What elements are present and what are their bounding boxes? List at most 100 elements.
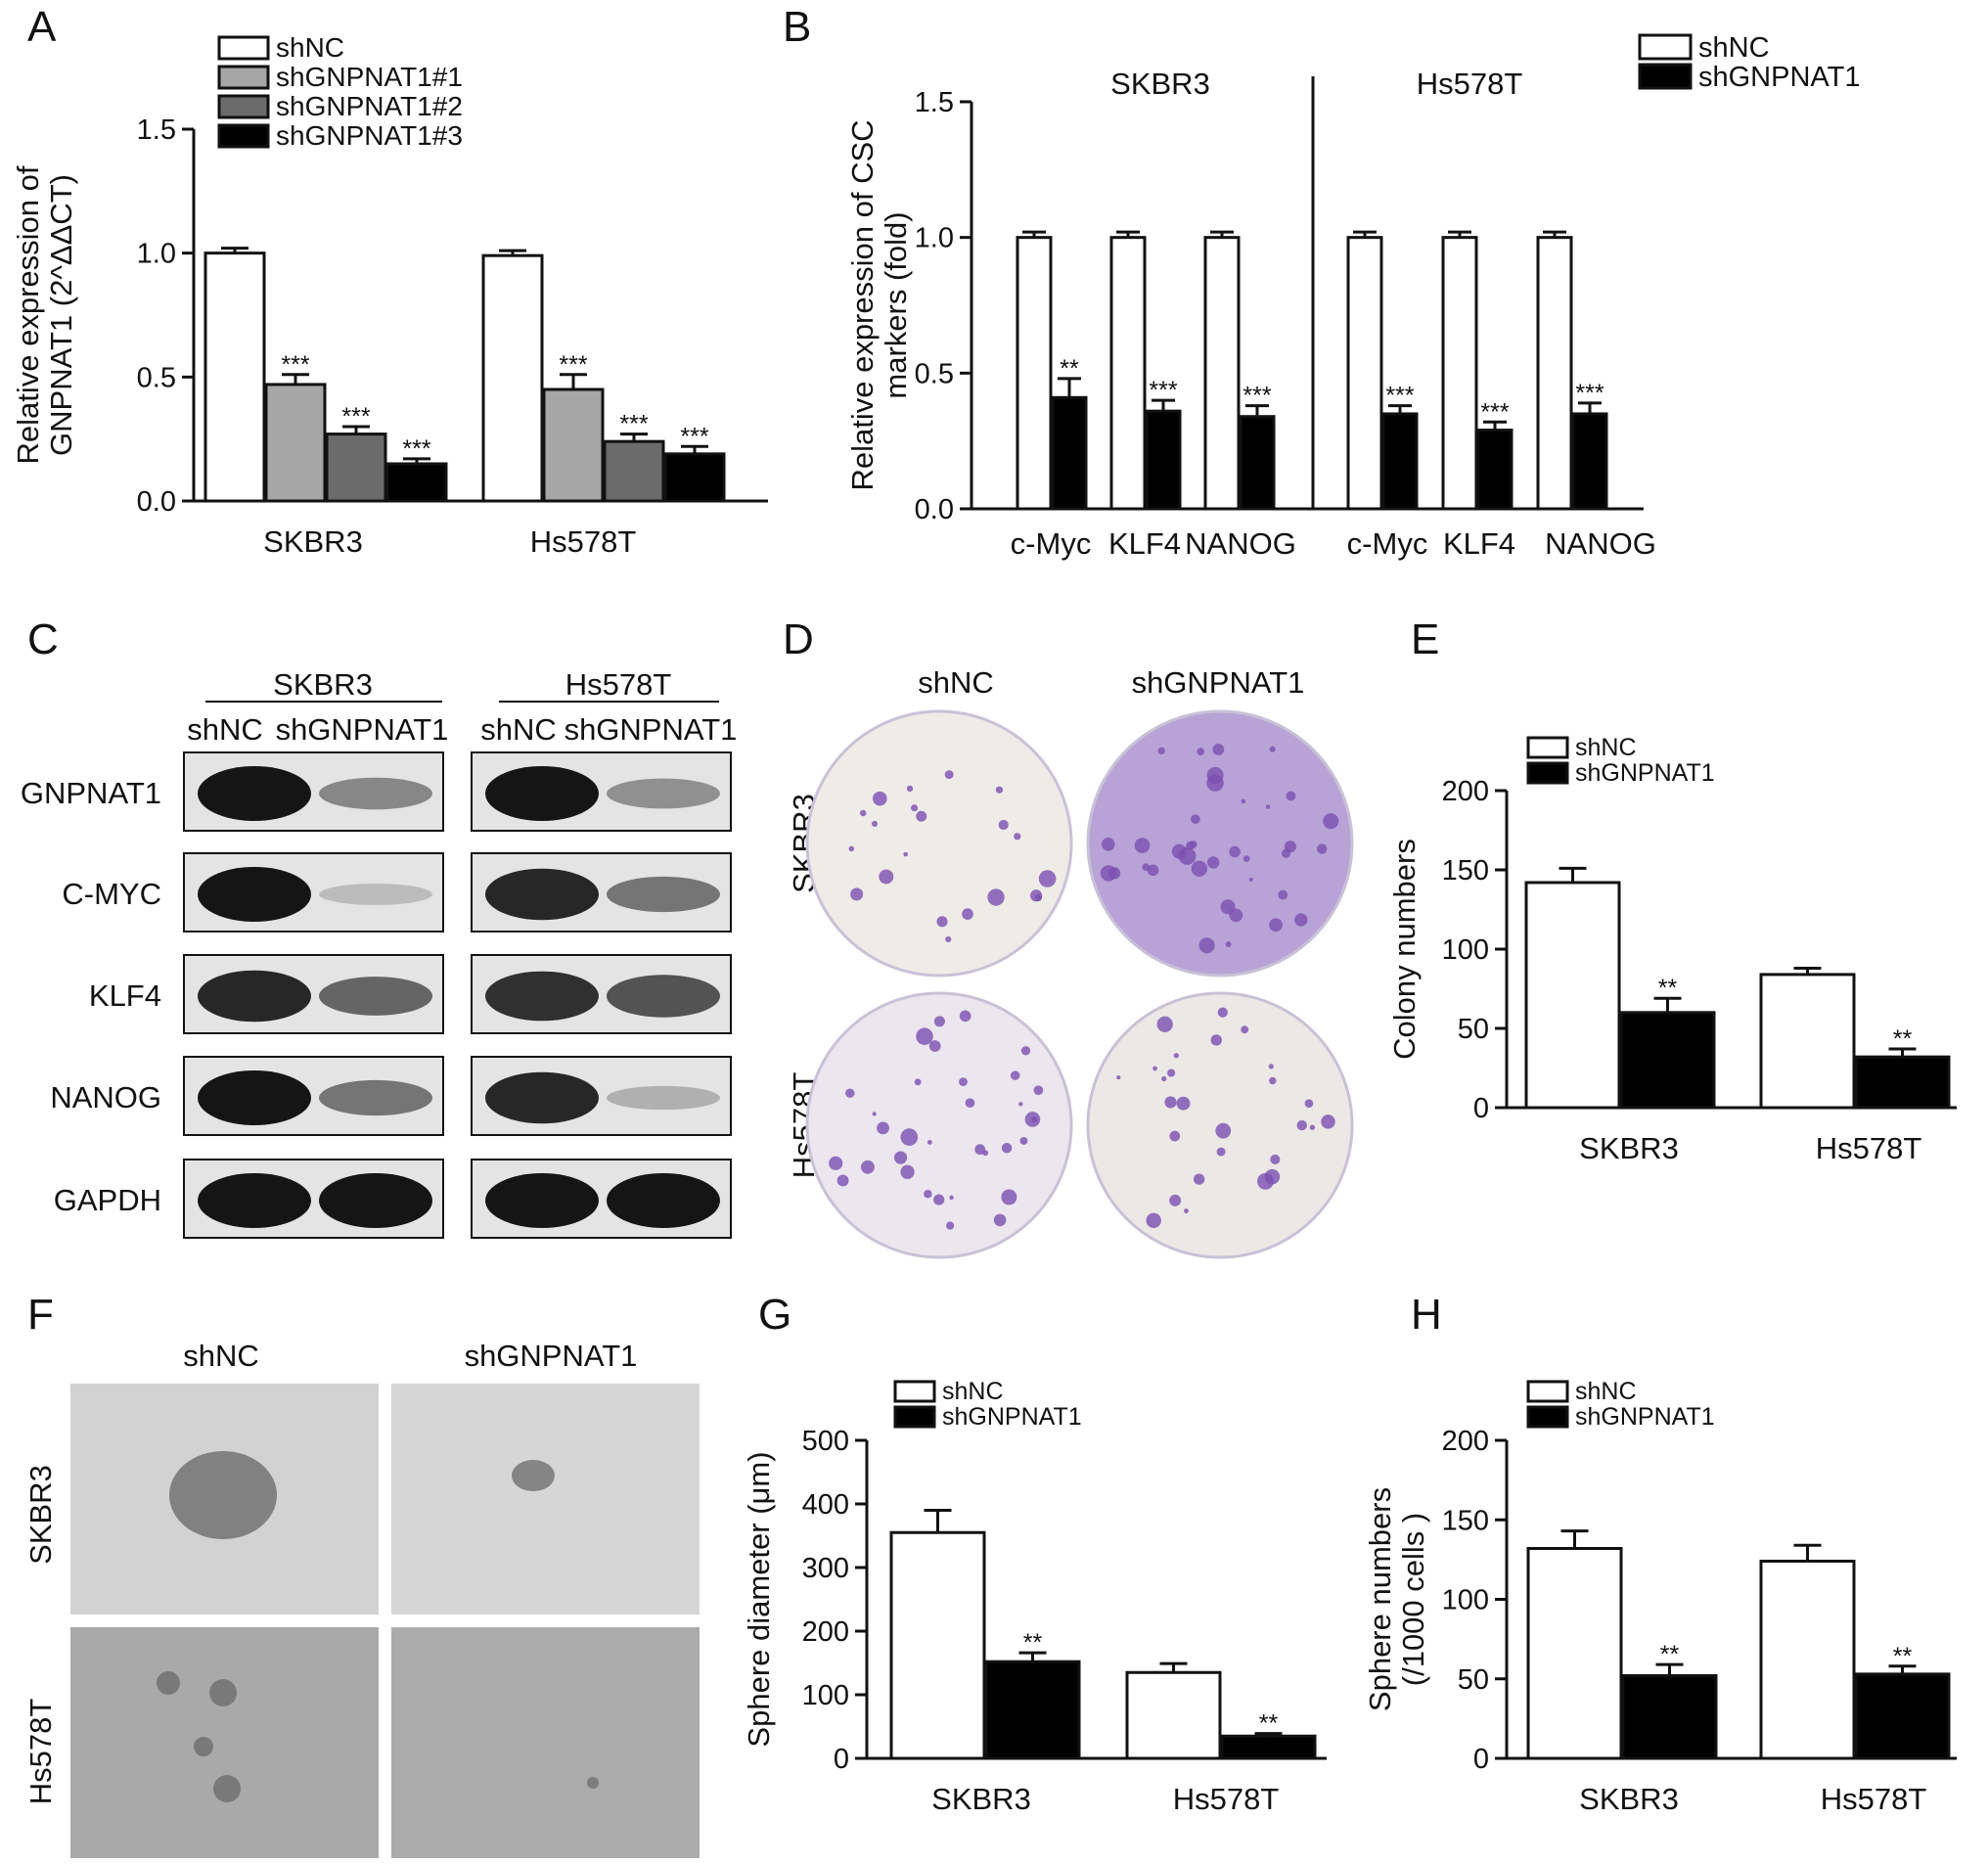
- bar: [325, 432, 387, 503]
- colony-dot: [945, 935, 952, 943]
- y-tick-label: 300: [802, 1553, 849, 1584]
- colony-dot: [872, 1112, 877, 1116]
- microscope-image: [391, 1627, 700, 1858]
- x-tick-label: SKBR3: [1579, 1131, 1679, 1165]
- y-tick-label: 400: [802, 1489, 849, 1521]
- colony-dot: [924, 1190, 932, 1199]
- blot-protein-label: NANOG: [50, 1080, 161, 1114]
- legend-label: shGNPNAT1: [942, 1403, 1082, 1431]
- significance-label: **: [1893, 1643, 1913, 1670]
- colony-dot: [1278, 889, 1288, 900]
- colony-dot: [859, 809, 867, 817]
- colony-dot: [962, 908, 973, 920]
- blot-lane-label: shGNPNAT1: [565, 712, 738, 747]
- legend-swatch: [893, 1380, 936, 1403]
- colony-dot: [1217, 1007, 1228, 1018]
- colony-dot: [993, 1213, 1007, 1227]
- x-tick-label: SKBR3: [263, 524, 363, 559]
- blot-band: [485, 1071, 599, 1124]
- bar: [264, 383, 327, 503]
- blot-band: [485, 1173, 599, 1228]
- panel-letter-H: H: [1411, 1291, 1442, 1339]
- blot-band: [319, 884, 432, 905]
- legend-label: shNC: [942, 1378, 1004, 1405]
- colony-dot: [1116, 1074, 1121, 1080]
- colony-dot: [1102, 838, 1115, 851]
- legend-swatch: [217, 65, 270, 90]
- legend-label: shGNPNAT1#2: [276, 91, 463, 121]
- colony-dot: [1304, 1099, 1314, 1108]
- y-tick-label: 150: [1442, 1505, 1489, 1536]
- colony-dot: [1296, 1119, 1307, 1131]
- colony-dot: [1294, 913, 1308, 927]
- blot-band: [198, 970, 311, 1023]
- colony-dot: [829, 1156, 843, 1170]
- y-tick-label: 100: [1442, 1585, 1489, 1616]
- significance-label: ***: [559, 351, 587, 379]
- colony-dot: [1268, 1064, 1274, 1069]
- blot-group-label: SKBR3: [273, 667, 373, 702]
- y-tick-label: 100: [1442, 934, 1489, 966]
- y-axis-label: (/1000 cells ): [1396, 1513, 1430, 1686]
- colony-dot: [987, 888, 1005, 906]
- y-axis-label: Relative expression of: [11, 165, 45, 464]
- colony-dot: [1265, 804, 1271, 809]
- y-axis-label: GNPNAT1 (2^ΔΔCT): [44, 174, 78, 456]
- blot-group-label: Hs578T: [565, 667, 672, 702]
- microscope-image: [391, 1384, 700, 1615]
- colony-dot: [1169, 1130, 1181, 1142]
- colony-dot: [936, 916, 948, 928]
- colony-dot: [1206, 766, 1224, 784]
- colony-dot: [1014, 833, 1021, 841]
- significance-label: ***: [1149, 377, 1177, 404]
- colony-dot: [945, 1221, 955, 1230]
- chart-panel-B: 0.0 0.5 1.0 1.5 Relative expression of CSC ma…: [845, 67, 1656, 561]
- significance-label: **: [1660, 1641, 1680, 1668]
- significance-label: ***: [619, 411, 648, 438]
- blot-band: [485, 766, 599, 821]
- colony-dot: [1184, 1208, 1189, 1214]
- colony-dot: [916, 1027, 933, 1045]
- colony-dot: [845, 1088, 855, 1098]
- bar: [1220, 1734, 1317, 1760]
- bar: [984, 1660, 1081, 1760]
- colony-dot: [1010, 1070, 1020, 1080]
- chart-panel-H: 0 50 100 150 200 Sphere numbers (/1000 cells )…: [1363, 1426, 1957, 1816]
- y-tick-label: 50: [1458, 1664, 1489, 1696]
- legend-label: shGNPNAT1#1: [276, 62, 463, 92]
- panel-letter-F: F: [27, 1291, 54, 1339]
- x-tick-label: SKBR3: [931, 1782, 1031, 1816]
- bar: [542, 387, 605, 503]
- colony-dot: [1286, 791, 1296, 801]
- colony-dot: [995, 786, 1004, 794]
- sphere-image-panel: shNC shGNPNAT1 SKBR3 Hs578T: [23, 1339, 700, 1858]
- blot-band: [607, 876, 720, 913]
- bar: [1619, 1011, 1716, 1110]
- significance-label: ***: [680, 423, 708, 450]
- sphere: [169, 1451, 277, 1539]
- bar: [1759, 1560, 1856, 1760]
- significance-label: ***: [1385, 383, 1414, 410]
- colony-dot: [916, 810, 927, 822]
- colony-dot: [1157, 747, 1165, 755]
- legend-swatch: [217, 123, 270, 149]
- colony-dot: [1033, 1085, 1044, 1096]
- y-tick-label: 1.5: [915, 87, 954, 118]
- y-tick-label: 1.5: [137, 114, 176, 146]
- x-tick-label: c-Myc: [1011, 526, 1092, 561]
- sphere: [587, 1777, 599, 1789]
- bar: [1524, 881, 1621, 1110]
- y-tick-label: 0.5: [137, 362, 176, 393]
- colony-dot: [911, 804, 919, 812]
- blot-band: [319, 1079, 432, 1116]
- legend-swatch: [1526, 761, 1569, 785]
- y-axis-label: Sphere diameter (μm): [742, 1451, 776, 1747]
- colony-dot: [1191, 860, 1208, 877]
- colony-dot: [928, 1040, 941, 1052]
- group-label: SKBR3: [1110, 67, 1210, 101]
